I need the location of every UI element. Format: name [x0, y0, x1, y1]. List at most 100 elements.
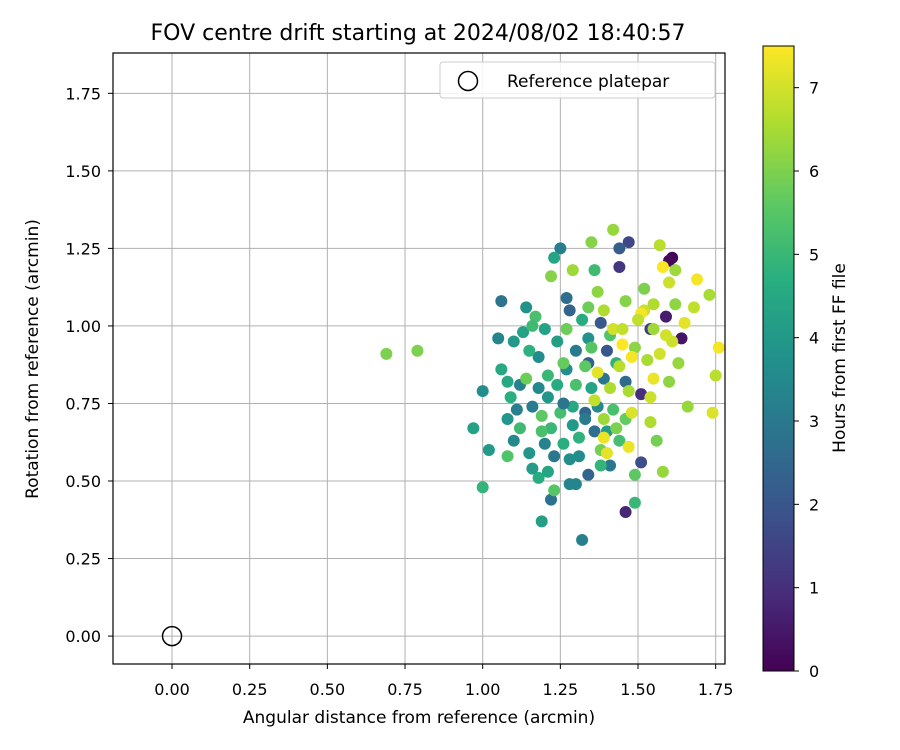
data-point-146 [541, 465, 554, 478]
data-point-143 [604, 381, 617, 394]
x-tick-label-2: 0.50 [310, 680, 346, 699]
y-tick-label-2: 0.50 [65, 472, 101, 491]
data-point-152 [625, 350, 638, 363]
data-point-8 [622, 236, 635, 249]
data-point-155 [647, 298, 660, 311]
y-tick-label-5: 1.25 [65, 239, 101, 258]
data-point-69 [501, 450, 514, 463]
data-point-63 [513, 422, 526, 435]
data-point-106 [678, 316, 691, 329]
data-point-103 [706, 406, 719, 419]
data-point-131 [585, 341, 598, 354]
y-axis-label: Rotation from reference (arcmin) [23, 219, 43, 499]
data-point-21 [548, 450, 561, 463]
data-point-89 [566, 264, 579, 277]
data-point-121 [582, 468, 595, 481]
data-point-154 [597, 412, 610, 425]
data-point-80 [638, 282, 651, 295]
y-tick-label-1: 0.25 [65, 550, 101, 569]
data-point-105 [600, 447, 613, 460]
y-tick-label-3: 0.75 [65, 394, 101, 413]
data-point-22 [604, 459, 617, 472]
data-point-81 [585, 236, 598, 249]
data-point-39 [501, 412, 514, 425]
data-point-148 [501, 375, 514, 388]
data-point-136 [653, 239, 666, 252]
data-point-46 [551, 335, 564, 348]
data-point-82 [545, 270, 558, 283]
data-point-113 [616, 338, 629, 351]
data-point-111 [712, 341, 725, 354]
data-point-88 [647, 323, 660, 336]
data-point-51 [495, 363, 508, 376]
x-tick-label-6: 1.50 [620, 680, 656, 699]
data-point-56 [557, 437, 570, 450]
data-point-33 [532, 350, 545, 363]
x-tick-label-3: 0.75 [387, 680, 423, 699]
data-point-2 [675, 332, 688, 345]
legend-label: Reference platepar [507, 72, 669, 92]
data-point-124 [538, 323, 551, 336]
data-point-112 [656, 261, 669, 274]
data-point-10 [600, 344, 613, 357]
data-point-50 [548, 251, 561, 264]
data-point-123 [607, 403, 620, 416]
data-point-78 [380, 347, 393, 360]
colorbar-tick-label-3: 3 [809, 412, 819, 431]
x-tick-label-5: 1.25 [543, 680, 579, 699]
colorbar-tick-label-5: 5 [809, 245, 819, 264]
data-point-62 [628, 496, 641, 509]
colorbar-ticks: 0 1 2 3 4 5 6 7 [794, 79, 819, 681]
data-point-85 [656, 465, 669, 478]
data-point-129 [619, 295, 632, 308]
data-point-119 [510, 403, 523, 416]
data-point-37 [520, 301, 533, 314]
data-point-101 [607, 323, 620, 336]
data-point-64 [588, 264, 601, 277]
data-point-4 [619, 506, 632, 519]
x-axis-label: Angular distance from reference (arcmin) [243, 708, 595, 728]
data-point-122 [632, 313, 645, 326]
data-point-71 [548, 484, 561, 497]
data-point-128 [551, 378, 564, 391]
legend-marker [457, 70, 479, 92]
data-point-25 [576, 533, 589, 546]
data-point-66 [613, 434, 626, 447]
data-point-61 [541, 369, 554, 382]
data-point-79 [411, 344, 424, 357]
data-point-23 [569, 344, 582, 357]
data-point-49 [585, 381, 598, 394]
data-point-32 [507, 434, 520, 447]
data-point-97 [687, 301, 700, 314]
data-point-138 [628, 468, 641, 481]
data-point-3 [659, 310, 672, 323]
y-axis-ticks: 0.00 0.25 0.50 0.75 1.00 1.25 1.50 1.75 [65, 84, 113, 646]
data-point-92 [703, 288, 716, 301]
data-point-91 [622, 385, 635, 398]
y-tick-label-6: 1.50 [65, 162, 101, 181]
legend: Reference platepar [439, 61, 716, 99]
data-point-107 [647, 372, 660, 385]
data-point-137 [507, 335, 520, 348]
data-point-55 [504, 391, 517, 404]
data-point-145 [644, 391, 657, 404]
plot-frame [112, 52, 726, 665]
data-point-150 [582, 301, 595, 314]
data-point-65 [554, 406, 567, 419]
data-point-116 [650, 434, 663, 447]
data-point-133 [569, 478, 582, 491]
legend-box [439, 61, 716, 99]
data-point-135 [545, 422, 558, 435]
x-axis-ticks: 0.00 0.25 0.50 0.75 1.00 1.25 1.50 1.75 [154, 664, 733, 699]
data-point-130 [532, 381, 545, 394]
data-point-109 [691, 273, 704, 286]
data-point-58 [523, 344, 536, 357]
x-tick-label-1: 0.25 [232, 680, 268, 699]
data-point-139 [591, 366, 604, 379]
colorbar-gradient [762, 45, 795, 672]
x-tick-label-7: 1.75 [698, 680, 734, 699]
data-point-72 [579, 360, 592, 373]
data-point-35 [476, 385, 489, 398]
data-point-73 [535, 409, 548, 422]
data-point-41 [482, 443, 495, 456]
